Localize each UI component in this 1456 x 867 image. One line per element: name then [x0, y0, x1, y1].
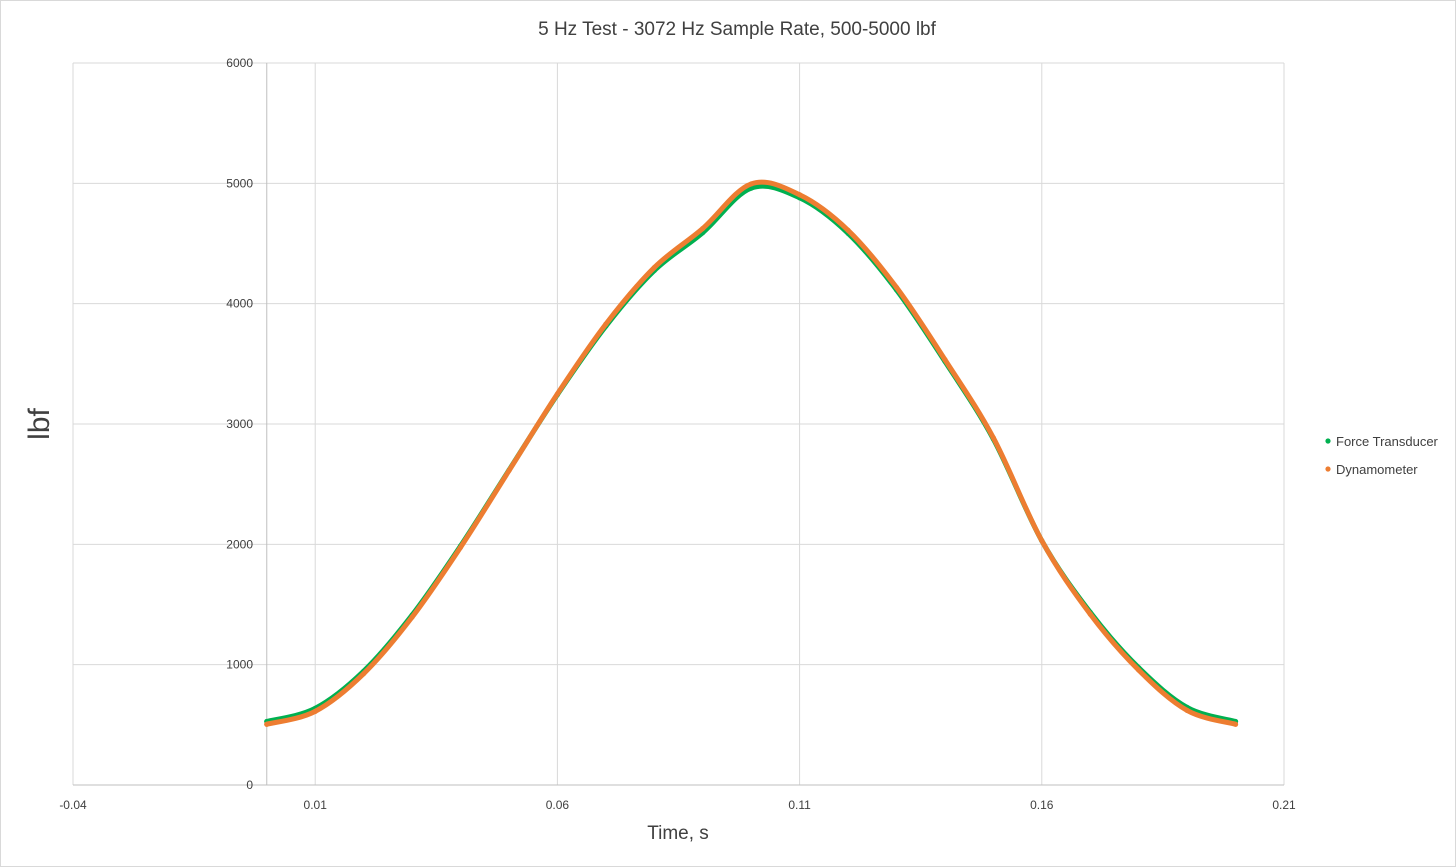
data-point	[506, 468, 512, 474]
x-axis-title: Time, s	[647, 823, 709, 844]
y-axis-title: lbf	[23, 407, 56, 439]
legend-marker	[1325, 438, 1331, 444]
x-tick-label: 0.01	[304, 798, 328, 812]
data-point	[603, 321, 609, 327]
x-tick-label: 0.11	[788, 798, 811, 812]
x-tick-label: -0.04	[59, 798, 87, 812]
data-point	[797, 192, 803, 198]
x-tick-label: 0.16	[1030, 798, 1054, 812]
legend-label: Force Transducer	[1336, 434, 1439, 449]
data-point	[1184, 707, 1190, 713]
legend: Force Transducer Dynamometer	[1325, 434, 1439, 477]
y-tick-label: 6000	[226, 56, 253, 70]
data-point	[942, 357, 948, 363]
y-tick-label: 0	[246, 778, 253, 792]
data-point	[264, 721, 270, 727]
data-point	[700, 225, 706, 232]
series-force-transducer	[264, 183, 1239, 725]
chart-title: 5 Hz Test - 3072 Hz Sample Rate, 500-500…	[538, 19, 937, 40]
data-point	[651, 264, 657, 271]
gridlines	[72, 62, 1285, 786]
tick-labels: 0 1000 2000 3000 4000 5000 6000 -0.04 0.01 0.06 0.…	[59, 56, 1296, 812]
y-tick-label: 2000	[226, 537, 253, 551]
data-point	[1087, 611, 1093, 617]
legend-marker	[1325, 466, 1331, 472]
data-point	[312, 708, 318, 714]
y-tick-label: 3000	[226, 417, 253, 431]
data-point	[409, 614, 415, 620]
legend-entry: Force Transducer	[1325, 434, 1439, 449]
x-tick-label: 0.06	[546, 798, 570, 812]
data-point	[1232, 721, 1239, 727]
y-tick-label: 4000	[226, 297, 253, 311]
data-point	[554, 391, 561, 397]
data-point	[748, 181, 754, 187]
series-plot	[264, 179, 1239, 727]
x-tick-label: 0.21	[1272, 798, 1296, 812]
series-line	[264, 179, 1239, 727]
data-point	[457, 544, 464, 550]
y-tick-label: 5000	[226, 176, 253, 190]
data-point	[361, 671, 367, 677]
data-point	[845, 227, 851, 233]
axes	[73, 63, 1284, 786]
data-point	[990, 435, 996, 441]
series-line	[264, 183, 1239, 724]
series-dynamometer	[264, 179, 1239, 727]
data-point	[1039, 538, 1045, 544]
legend-label: Dynamometer	[1336, 462, 1418, 477]
y-tick-label: 1000	[226, 658, 253, 672]
legend-entry: Dynamometer	[1325, 462, 1418, 477]
data-point	[1136, 667, 1142, 673]
data-point	[893, 284, 900, 291]
